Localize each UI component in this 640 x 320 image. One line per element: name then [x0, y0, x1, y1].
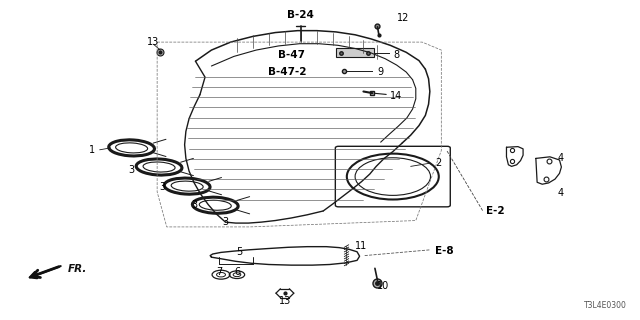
Text: 2: 2	[435, 158, 441, 168]
Text: 4: 4	[557, 153, 564, 164]
Text: 12: 12	[397, 13, 409, 23]
Text: 9: 9	[378, 68, 383, 77]
Text: 4: 4	[557, 188, 564, 198]
Text: T3L4E0300: T3L4E0300	[584, 301, 627, 310]
Text: B-47: B-47	[278, 50, 305, 60]
Text: B-47-2: B-47-2	[268, 68, 306, 77]
Text: 5: 5	[236, 247, 242, 257]
Text: B-24: B-24	[287, 10, 314, 20]
Text: 14: 14	[390, 91, 403, 101]
Text: 3: 3	[129, 165, 134, 175]
Text: 3: 3	[159, 182, 165, 192]
Text: E-8: E-8	[435, 246, 454, 256]
Text: 13: 13	[147, 37, 159, 47]
Text: 6: 6	[234, 267, 240, 277]
Text: FR.: FR.	[68, 264, 87, 274]
Text: 1: 1	[89, 146, 95, 156]
Text: 3: 3	[191, 200, 197, 210]
Text: 10: 10	[376, 281, 388, 291]
Text: E-2: E-2	[486, 206, 505, 216]
Text: 11: 11	[355, 241, 367, 251]
Text: 13: 13	[279, 296, 291, 306]
Text: 7: 7	[216, 267, 222, 277]
Text: 8: 8	[394, 50, 399, 60]
FancyBboxPatch shape	[336, 49, 374, 57]
Text: 3: 3	[223, 217, 228, 227]
